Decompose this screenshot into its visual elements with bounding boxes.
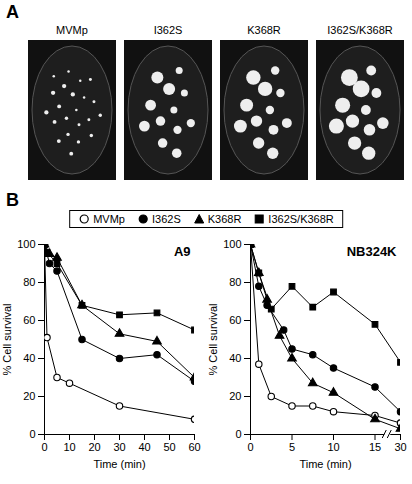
html-text:I362S: I362S xyxy=(152,213,181,225)
svg-text:20: 20 xyxy=(23,390,35,402)
svg-text:10: 10 xyxy=(63,441,75,453)
svg-text:30: 30 xyxy=(394,441,406,453)
svg-text:80: 80 xyxy=(23,276,35,288)
svg-text:0: 0 xyxy=(235,428,241,440)
svg-text:40: 40 xyxy=(138,441,150,453)
svg-text:100: 100 xyxy=(223,238,241,250)
svg-text:60: 60 xyxy=(188,441,200,453)
svg-text:100: 100 xyxy=(17,238,35,250)
svg-text:20: 20 xyxy=(229,390,241,402)
svg-text:NB324K: NB324K xyxy=(347,244,397,259)
html-text:MVMp: MVMp xyxy=(93,213,125,225)
svg-text:20: 20 xyxy=(88,441,100,453)
svg-text:I362S: I362S xyxy=(154,24,183,36)
svg-text:60: 60 xyxy=(23,314,35,326)
svg-text:80: 80 xyxy=(229,276,241,288)
svg-text:I362S/K368R: I362S/K368R xyxy=(327,24,392,36)
svg-text:A: A xyxy=(6,2,19,22)
svg-text:Time (min): Time (min) xyxy=(299,458,351,470)
svg-text:% Cell survival: % Cell survival xyxy=(1,303,13,375)
svg-text:60: 60 xyxy=(229,314,241,326)
svg-text:15: 15 xyxy=(369,441,381,453)
svg-text:% Cell survival: % Cell survival xyxy=(207,303,219,375)
svg-text:0: 0 xyxy=(41,441,47,453)
svg-text:30: 30 xyxy=(113,441,125,453)
html-text:K368R: K368R xyxy=(207,213,242,225)
svg-text:10: 10 xyxy=(327,441,339,453)
svg-text:A9: A9 xyxy=(174,244,191,259)
svg-text:K368R: K368R xyxy=(247,24,281,36)
svg-text:40: 40 xyxy=(23,352,35,364)
svg-text:0: 0 xyxy=(247,441,253,453)
svg-text:5: 5 xyxy=(289,441,295,453)
svg-text:40: 40 xyxy=(229,352,241,364)
svg-text:50: 50 xyxy=(163,441,175,453)
svg-text:0: 0 xyxy=(29,428,35,440)
html-text:I362S/K368R: I362S/K368R xyxy=(268,213,334,225)
svg-text:MVMp: MVMp xyxy=(56,24,88,36)
svg-text:Time (min): Time (min) xyxy=(93,458,145,470)
html-text:B: B xyxy=(6,190,19,210)
